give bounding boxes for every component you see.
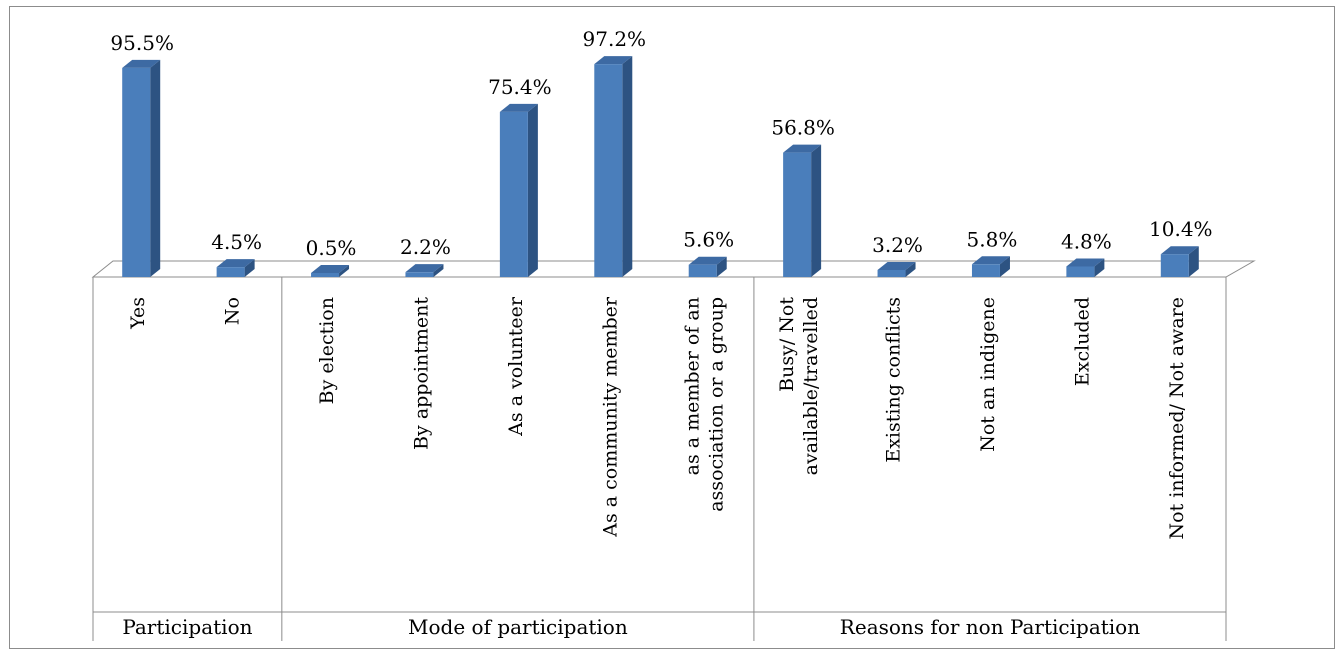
- bar: [311, 273, 340, 277]
- data-label: 4.5%: [211, 230, 262, 254]
- category-label: available/travelled: [800, 297, 822, 475]
- category-label: Excluded: [1071, 297, 1093, 386]
- bar: [688, 264, 717, 277]
- category-label: Yes: [127, 297, 149, 330]
- bar-top: [216, 259, 255, 268]
- bar-side: [622, 56, 633, 277]
- group-label: Reasons for non Participation: [840, 615, 1140, 639]
- bar-side: [339, 265, 350, 277]
- bar: [1160, 254, 1189, 277]
- bar-side: [433, 264, 444, 277]
- bar-top: [877, 261, 916, 270]
- bar-side: [999, 256, 1010, 277]
- bar-top: [688, 256, 727, 265]
- bar-side: [1094, 258, 1105, 277]
- bar-side: [1188, 246, 1199, 277]
- bar-top: [499, 103, 538, 112]
- category-label: No: [222, 297, 244, 325]
- bar: [1066, 266, 1095, 277]
- data-label: 4.8%: [1061, 229, 1112, 253]
- bar: [594, 64, 623, 277]
- bar-top: [594, 56, 633, 65]
- bar-side: [905, 261, 916, 277]
- bar: [877, 269, 906, 277]
- data-label: 5.6%: [683, 228, 734, 252]
- category-label: Not an indigene: [977, 297, 999, 452]
- bar-top: [1066, 258, 1105, 267]
- category-label: as a member of an: [682, 297, 704, 475]
- category-label: By appointment: [410, 297, 432, 450]
- data-label: 97.2%: [583, 27, 647, 51]
- bar-side: [811, 144, 822, 277]
- category-label: By election: [316, 297, 338, 404]
- group-label: Participation: [122, 615, 252, 639]
- chart-frame: [9, 6, 1335, 649]
- data-label: 5.8%: [967, 227, 1018, 251]
- data-label: 3.2%: [872, 233, 923, 257]
- chart-floor: [91, 260, 1256, 278]
- bar-top: [122, 59, 161, 68]
- data-label: 2.2%: [400, 235, 451, 259]
- bar: [122, 67, 151, 277]
- data-label: 0.5%: [306, 236, 357, 260]
- category-label: As a volunteer: [505, 296, 527, 437]
- group-label: Mode of participation: [408, 615, 628, 639]
- data-label: 56.8%: [771, 116, 835, 140]
- bar-top: [783, 144, 822, 153]
- bar-top: [405, 264, 444, 273]
- bar: [216, 267, 245, 277]
- bar-top: [311, 265, 350, 273]
- bar: [971, 264, 1000, 277]
- data-label: 10.4%: [1149, 217, 1213, 241]
- category-label: Not informed/ Not aware: [1166, 297, 1188, 539]
- bar-side: [150, 59, 161, 278]
- bar: [499, 111, 528, 278]
- category-label: association or a group: [706, 297, 728, 512]
- bar-top: [1160, 246, 1199, 255]
- bar-side: [527, 103, 538, 278]
- data-label: 95.5%: [110, 31, 174, 55]
- category-label: Busy/ Not: [776, 297, 798, 392]
- bar-side: [716, 256, 727, 277]
- category-label: As a community member: [599, 296, 621, 538]
- category-label: Existing conflicts: [883, 297, 905, 463]
- bar: [405, 272, 434, 277]
- bar: [783, 152, 812, 277]
- data-label: 75.4%: [488, 75, 552, 99]
- bar-top: [971, 256, 1010, 265]
- bar-side: [244, 259, 255, 277]
